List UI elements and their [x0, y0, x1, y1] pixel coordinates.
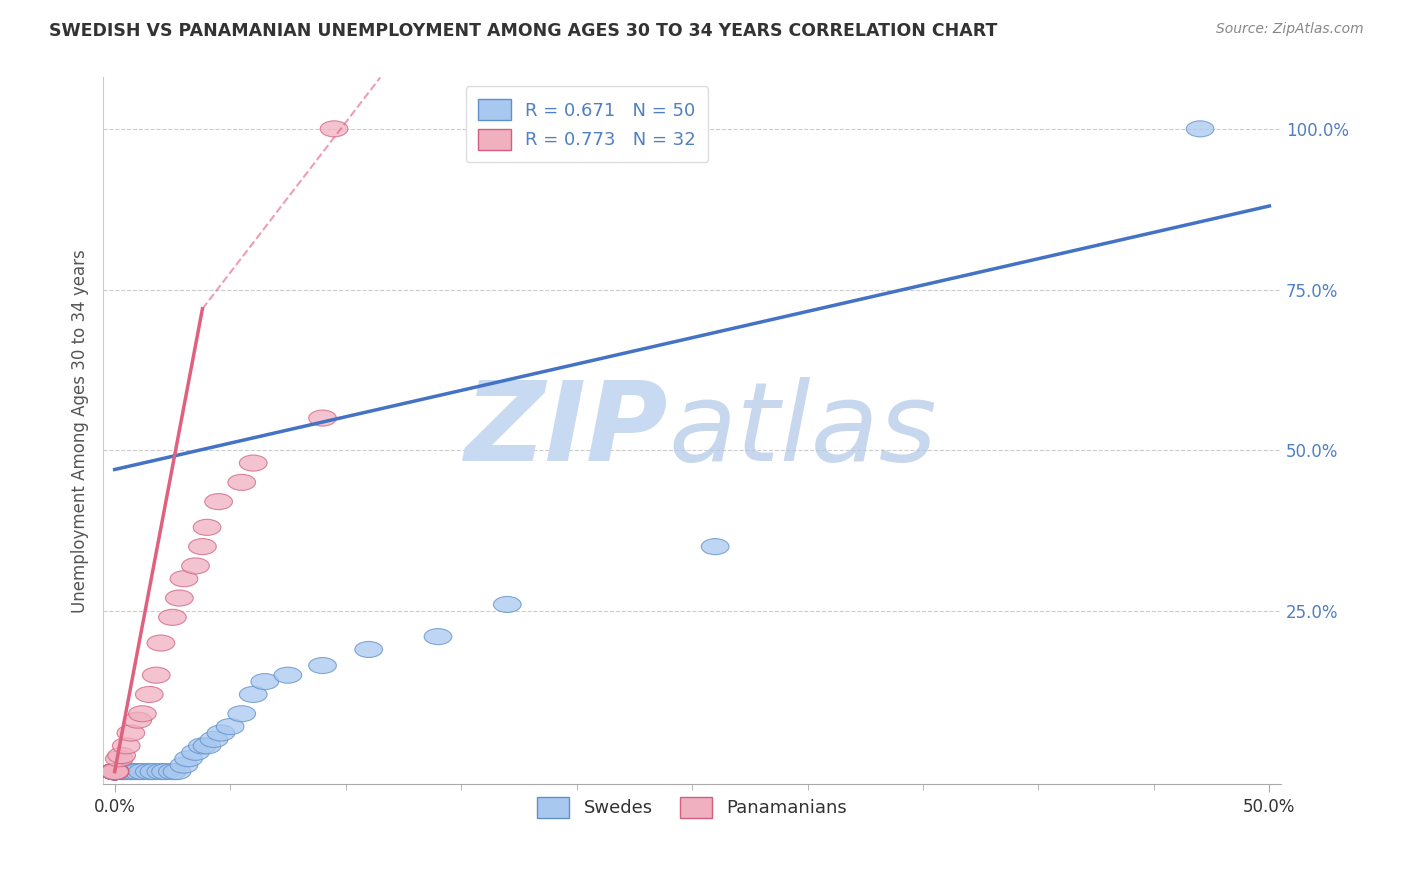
Text: SWEDISH VS PANAMANIAN UNEMPLOYMENT AMONG AGES 30 TO 34 YEARS CORRELATION CHART: SWEDISH VS PANAMANIAN UNEMPLOYMENT AMONG…	[49, 22, 998, 40]
Text: atlas: atlas	[668, 377, 938, 484]
Ellipse shape	[101, 764, 128, 780]
Ellipse shape	[148, 764, 174, 780]
Ellipse shape	[101, 764, 128, 780]
Text: ZIP: ZIP	[465, 377, 668, 484]
Ellipse shape	[250, 673, 278, 690]
Ellipse shape	[101, 764, 128, 780]
Ellipse shape	[101, 764, 128, 780]
Ellipse shape	[101, 764, 128, 780]
Ellipse shape	[101, 764, 128, 780]
Ellipse shape	[163, 764, 191, 780]
Ellipse shape	[425, 629, 451, 645]
Ellipse shape	[101, 764, 128, 780]
Ellipse shape	[112, 738, 141, 754]
Ellipse shape	[174, 751, 202, 767]
Ellipse shape	[101, 764, 128, 780]
Ellipse shape	[193, 738, 221, 754]
Ellipse shape	[239, 687, 267, 703]
Ellipse shape	[188, 539, 217, 555]
Ellipse shape	[205, 493, 232, 509]
Ellipse shape	[101, 764, 128, 780]
Ellipse shape	[141, 764, 167, 780]
Ellipse shape	[108, 747, 135, 764]
Ellipse shape	[101, 764, 128, 780]
Ellipse shape	[101, 764, 128, 780]
Ellipse shape	[117, 725, 145, 741]
Y-axis label: Unemployment Among Ages 30 to 34 years: Unemployment Among Ages 30 to 34 years	[72, 249, 89, 613]
Ellipse shape	[228, 475, 256, 491]
Ellipse shape	[170, 571, 198, 587]
Ellipse shape	[101, 764, 128, 780]
Ellipse shape	[101, 764, 128, 780]
Ellipse shape	[142, 667, 170, 683]
Ellipse shape	[108, 764, 135, 780]
Ellipse shape	[101, 764, 128, 780]
Ellipse shape	[101, 764, 128, 780]
Ellipse shape	[101, 764, 128, 780]
Ellipse shape	[135, 687, 163, 703]
Ellipse shape	[702, 539, 728, 555]
Ellipse shape	[101, 764, 128, 780]
Ellipse shape	[193, 519, 221, 535]
Ellipse shape	[1187, 120, 1213, 136]
Ellipse shape	[115, 764, 142, 780]
Ellipse shape	[120, 764, 148, 780]
Ellipse shape	[124, 712, 152, 728]
Ellipse shape	[354, 641, 382, 657]
Ellipse shape	[239, 455, 267, 471]
Ellipse shape	[124, 764, 152, 780]
Ellipse shape	[101, 764, 128, 780]
Ellipse shape	[207, 725, 235, 741]
Ellipse shape	[188, 738, 217, 754]
Ellipse shape	[148, 635, 174, 651]
Ellipse shape	[101, 764, 128, 780]
Ellipse shape	[101, 764, 128, 780]
Text: Source: ZipAtlas.com: Source: ZipAtlas.com	[1216, 22, 1364, 37]
Ellipse shape	[128, 764, 156, 780]
Ellipse shape	[101, 764, 128, 780]
Ellipse shape	[135, 764, 163, 780]
Ellipse shape	[101, 764, 128, 780]
Ellipse shape	[181, 558, 209, 574]
Ellipse shape	[309, 410, 336, 426]
Ellipse shape	[105, 751, 134, 767]
Ellipse shape	[228, 706, 256, 722]
Ellipse shape	[101, 764, 128, 780]
Ellipse shape	[101, 764, 128, 780]
Ellipse shape	[128, 706, 156, 722]
Ellipse shape	[494, 597, 522, 613]
Ellipse shape	[159, 764, 186, 780]
Ellipse shape	[274, 667, 302, 683]
Ellipse shape	[309, 657, 336, 673]
Ellipse shape	[101, 764, 128, 780]
Ellipse shape	[101, 764, 128, 780]
Ellipse shape	[101, 764, 128, 780]
Ellipse shape	[152, 764, 180, 780]
Ellipse shape	[101, 764, 128, 780]
Ellipse shape	[181, 744, 209, 760]
Ellipse shape	[101, 764, 128, 780]
Ellipse shape	[170, 757, 198, 773]
Ellipse shape	[321, 120, 347, 136]
Ellipse shape	[101, 764, 128, 780]
Legend: Swedes, Panamanians: Swedes, Panamanians	[530, 789, 855, 825]
Ellipse shape	[101, 764, 128, 780]
Ellipse shape	[166, 590, 193, 606]
Ellipse shape	[217, 719, 245, 735]
Ellipse shape	[200, 731, 228, 747]
Ellipse shape	[101, 764, 128, 780]
Ellipse shape	[110, 764, 138, 780]
Ellipse shape	[159, 609, 186, 625]
